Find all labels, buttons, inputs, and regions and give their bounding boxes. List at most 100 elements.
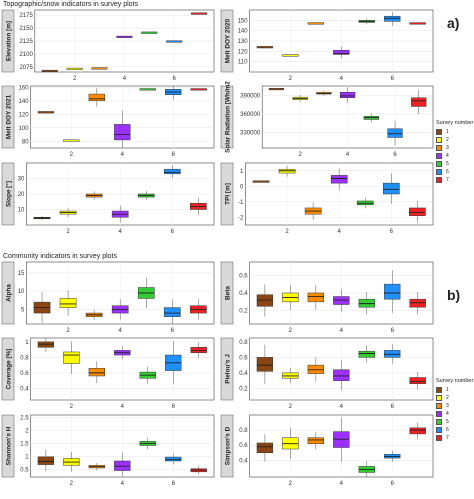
x-tick-label: 2 — [285, 229, 289, 235]
legend-swatch — [436, 411, 442, 417]
legend-label: 1 — [446, 387, 449, 393]
legend-entry: 3 — [436, 402, 473, 410]
x-tick-label: 2 — [66, 328, 70, 334]
y-tick-label: 2100 — [19, 52, 33, 58]
x-tick-label: 4 — [119, 328, 123, 334]
y-axis-label: Melt DOY 2020 — [225, 18, 232, 63]
y-tick-label: 30 — [18, 177, 25, 183]
y-tick-label: 1 — [240, 169, 244, 175]
y-tick-label: 330000 — [240, 131, 261, 137]
x-tick-label: 6 — [171, 328, 175, 334]
y-tick-label: 80 — [22, 139, 29, 145]
box-survey-6 — [165, 456, 182, 462]
y-axis-label: Simpson's D — [225, 426, 232, 465]
box-survey-1 — [256, 442, 274, 454]
y-tick-label: 0.8 — [239, 428, 248, 434]
y-axis-label: Shannon's H — [6, 426, 13, 465]
legend-entry: 3 — [436, 144, 473, 152]
legend-label: 5 — [446, 419, 449, 425]
box-survey-6 — [163, 307, 181, 317]
legend-label: 1 — [446, 129, 449, 135]
legend-label: 3 — [446, 403, 449, 409]
x-tick-label: 2 — [289, 481, 293, 487]
legend-swatch — [436, 161, 442, 167]
box-survey-2 — [63, 139, 80, 142]
legend-swatch — [436, 145, 442, 151]
box-survey-6 — [166, 40, 183, 43]
y-tick-label: 10 — [18, 208, 25, 214]
y-tick-label: 5 — [21, 307, 25, 313]
x-tick-label: 2 — [70, 152, 74, 158]
x-tick-label: 2 — [70, 404, 74, 410]
y-tick-label: 140 — [238, 29, 249, 35]
facet-strip — [1, 85, 15, 149]
legend-survey-number-b: Survey number 1 2 3 4 5 6 7 — [436, 378, 473, 442]
y-axis-label: Alpha — [6, 284, 13, 302]
x-tick-label: 4 — [340, 328, 344, 334]
legend-entry: 7 — [436, 176, 473, 184]
facet-strip — [220, 261, 234, 325]
legend-title: Survey number — [436, 120, 474, 126]
legend-entry: 4 — [436, 410, 473, 418]
x-tick-label: 6 — [391, 328, 395, 334]
y-axis-label: Pielou's J — [225, 354, 232, 384]
legend-label: 7 — [446, 435, 449, 441]
legend-label: 7 — [446, 177, 449, 183]
section-a-title: Topographic/snow indicators in survey pl… — [3, 1, 139, 8]
y-tick-label: -2 — [238, 215, 244, 221]
box-survey-2 — [282, 54, 299, 57]
x-tick-label: 4 — [340, 76, 344, 82]
x-tick-label: 6 — [391, 404, 395, 410]
y-tick-label: 2150 — [19, 26, 33, 32]
y-tick-label: 0.2 — [239, 386, 248, 392]
y-axis-label: Slope [°] — [5, 181, 13, 207]
box-survey-6 — [384, 283, 401, 300]
y-tick-label: 140 — [19, 99, 30, 105]
box-survey-7 — [411, 97, 427, 107]
box-survey-4 — [114, 124, 131, 141]
box-survey-6 — [163, 168, 181, 175]
box-survey-3 — [307, 437, 324, 444]
x-tick-label: 4 — [340, 481, 344, 487]
legend-label: 2 — [446, 137, 449, 143]
facet-strip — [220, 414, 234, 478]
box-survey-3 — [91, 67, 108, 70]
section-a-tag: a) — [447, 15, 460, 31]
legend-entry: 2 — [436, 394, 473, 402]
box-survey-7 — [191, 12, 208, 15]
y-axis-label: Solar Radiation [Wh/m2 — [225, 81, 232, 153]
legend-swatch — [436, 169, 442, 175]
x-tick-label: 2 — [289, 76, 293, 82]
y-tick-label: -1 — [238, 200, 244, 206]
facet-strip — [1, 9, 15, 73]
box-survey-2 — [66, 67, 83, 70]
box-survey-3 — [307, 22, 324, 25]
x-tick-label: 4 — [121, 481, 125, 487]
y-tick-label: 1.5 — [20, 441, 29, 447]
facet-strip — [1, 337, 15, 401]
x-tick-label: 4 — [346, 152, 350, 158]
y-tick-label: 150 — [238, 18, 249, 24]
x-tick-label: 2 — [289, 404, 293, 410]
box-survey-4 — [330, 175, 348, 184]
box-survey-6 — [387, 128, 403, 138]
y-tick-label: 0.4 — [239, 458, 248, 464]
legend-entry: 6 — [436, 426, 473, 434]
box-survey-7 — [409, 207, 426, 216]
box-survey-6 — [384, 15, 401, 22]
y-axis-label: Beta — [225, 286, 232, 300]
legend-swatch — [436, 137, 442, 143]
facet-strip — [220, 337, 234, 401]
box-survey-4 — [116, 35, 133, 38]
legend-swatch — [436, 395, 442, 401]
legend-label: 6 — [446, 169, 449, 175]
legend-entry: 6 — [436, 168, 473, 176]
box-survey-4 — [333, 50, 350, 55]
facet-strip — [220, 162, 234, 226]
x-tick-label: 6 — [172, 404, 176, 410]
x-tick-label: 2 — [73, 76, 77, 82]
y-tick-label: 0.4 — [239, 291, 248, 297]
legend-swatch — [436, 403, 442, 409]
y-tick-label: 0.8 — [20, 355, 29, 361]
